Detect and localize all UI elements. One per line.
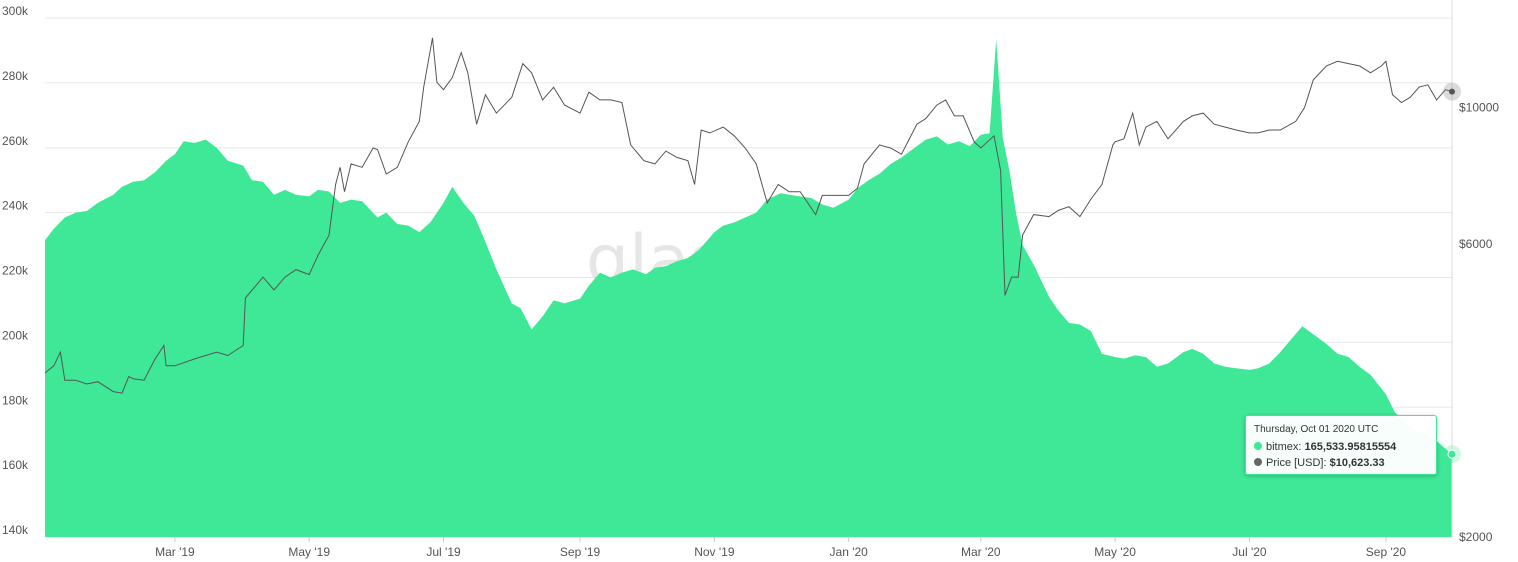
y-left-tick-label: 280k — [2, 69, 29, 83]
tooltip-value: $10,623.33 — [1329, 457, 1385, 469]
y-right-tick-label: $2000 — [1459, 530, 1493, 544]
x-tick-label: Mar '19 — [155, 545, 195, 559]
x-tick-label: May '20 — [1094, 545, 1136, 559]
x-tick-label: Jan '20 — [830, 545, 869, 559]
x-tick-label: Mar '20 — [961, 545, 1001, 559]
x-tick-label: Jul '20 — [1232, 545, 1267, 559]
tooltip: Thursday, Oct 01 2020 UTC bitmex: 165,53… — [1245, 415, 1437, 475]
tooltip-row-price: Price [USD]: $10,623.33 — [1254, 455, 1428, 471]
y-left-tick-label: 160k — [2, 458, 29, 472]
tooltip-date: Thursday, Oct 01 2020 UTC — [1254, 424, 1379, 435]
y-left-tick-label: 140k — [2, 523, 29, 537]
y-left-tick-label: 180k — [2, 393, 29, 407]
x-tick-label: Nov '19 — [694, 545, 735, 559]
bitmex-area — [45, 39, 1452, 537]
x-tick-label: Sep '20 — [1366, 545, 1407, 559]
y-left-tick-label: 300k — [2, 4, 29, 18]
tooltip-row-bitmex: bitmex: 165,533.95815554 — [1254, 439, 1428, 455]
y-axis-right: $2000 $6000 $10000 — [1459, 101, 1499, 544]
y-left-tick-label: 220k — [2, 264, 29, 278]
price-line — [44, 37, 1453, 394]
x-tick-label: Jul '19 — [426, 545, 461, 559]
y-right-tick-label: $10000 — [1459, 101, 1499, 115]
hover-markers — [1443, 82, 1461, 464]
x-tick-label: May '19 — [288, 545, 330, 559]
bitmex-hover-point — [1447, 449, 1457, 459]
price-dot-icon — [1254, 458, 1262, 466]
x-axis: Mar '19 May '19 Jul '19 Sep '19 Nov '19 Jan '… — [155, 537, 1406, 559]
bitmex-dot-icon — [1254, 442, 1262, 450]
y-axis-left: 140k 160k 180k 200k 220k 240k 260k 280k 300k — [2, 4, 29, 537]
tooltip-value: 165,533.95815554 — [1304, 441, 1397, 453]
y-right-tick-label: $6000 — [1459, 237, 1493, 251]
tooltip-label: bitmex — [1266, 441, 1299, 453]
y-left-tick-label: 200k — [2, 328, 29, 342]
x-tick-label: Sep '19 — [560, 545, 601, 559]
price-hover-point — [1449, 88, 1455, 95]
tooltip-label: Price [USD] — [1266, 457, 1324, 469]
y-left-tick-label: 240k — [2, 199, 29, 213]
y-left-tick-label: 260k — [2, 134, 29, 148]
